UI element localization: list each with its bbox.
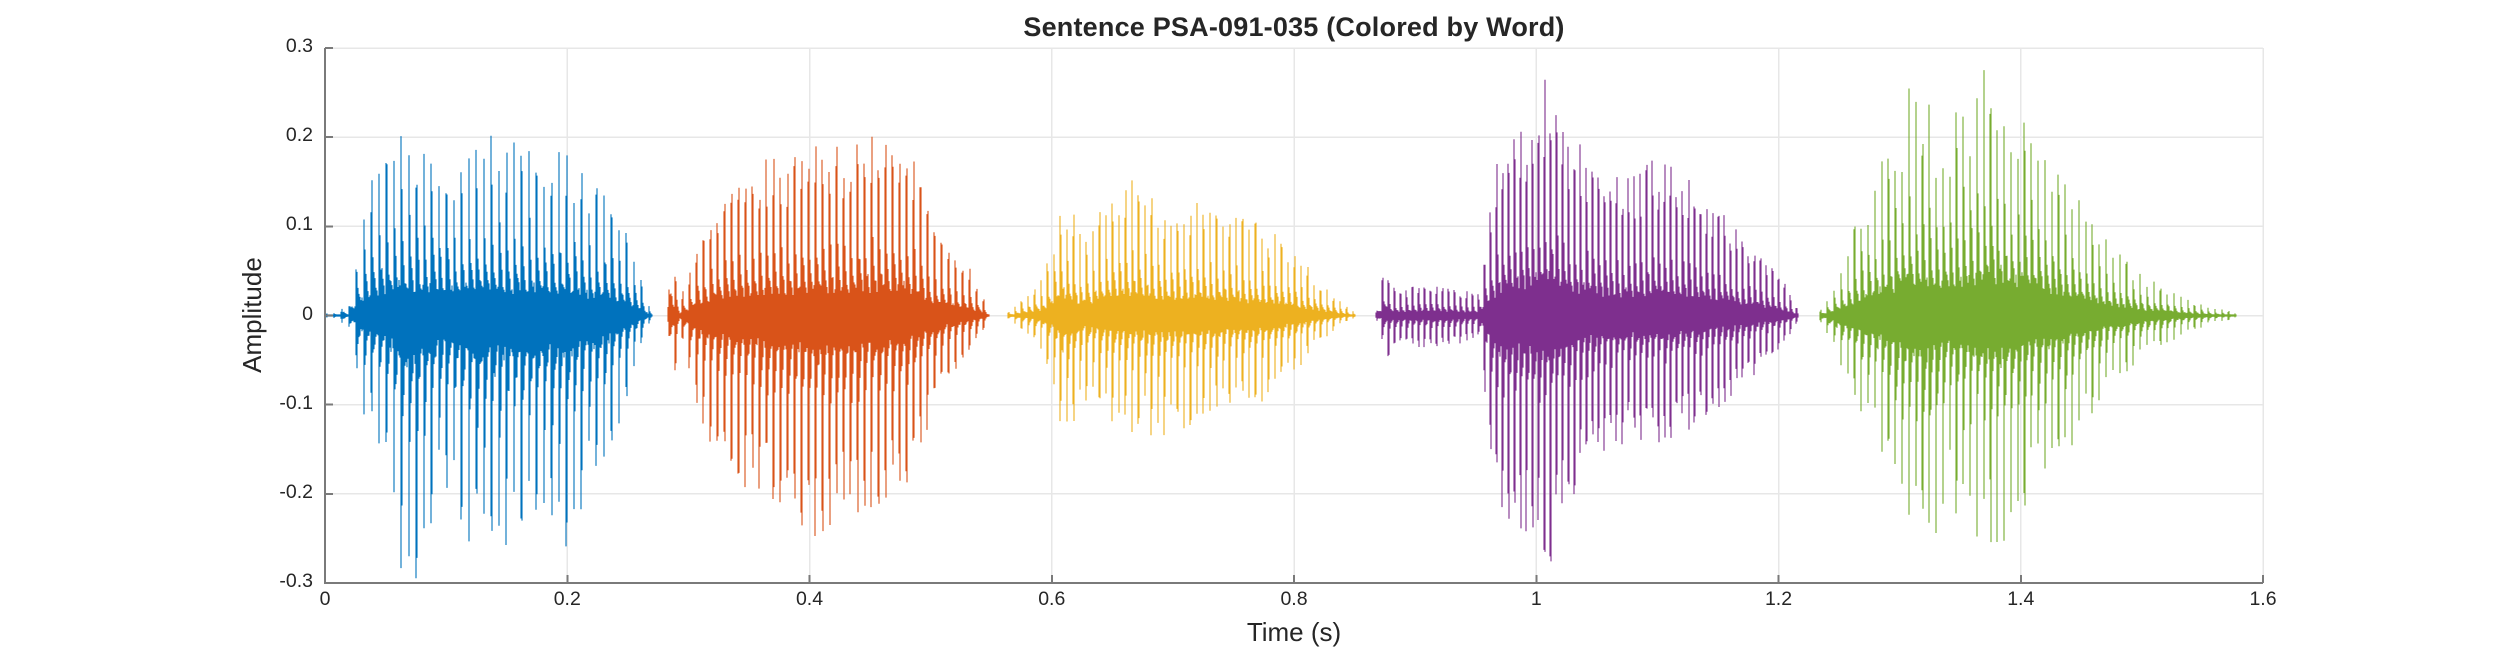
x-tick-label: 0.6: [1038, 588, 1066, 610]
y-tick-label: -0.2: [279, 480, 313, 503]
waveform-word-2: [667, 136, 990, 536]
x-tick-label: 0.2: [553, 588, 581, 610]
waveform-word-3: [1007, 180, 1356, 436]
plot-svg: [324, 47, 2264, 584]
waveform-word-5: [1819, 70, 2237, 543]
chart-title: Sentence PSA-091-035 (Colored by Word): [1023, 12, 1565, 42]
y-tick-label: 0.2: [285, 124, 313, 147]
axis-lines: [324, 47, 2264, 584]
x-tick-label: 0: [319, 588, 331, 610]
waveform-word-1: [325, 135, 653, 579]
x-tick-label: 0.8: [1280, 588, 1308, 610]
x-tick-label: 1.4: [2007, 588, 2035, 610]
waveform-word-4: [1375, 79, 1799, 562]
x-tick-label: 1.2: [1764, 588, 1793, 610]
y-tick-label: 0.3: [285, 35, 313, 57]
x-axis-label: Time (s): [1246, 617, 1342, 647]
x-tick-label: 0.4: [795, 588, 824, 610]
x-tick-label: 1.6: [2249, 588, 2277, 610]
y-tick-label: 0.1: [285, 213, 313, 236]
x-tick-label: 1: [1530, 588, 1542, 610]
y-tick-label: 0: [302, 302, 313, 325]
y-tick-label: -0.3: [279, 570, 313, 592]
y-tick-label: -0.1: [279, 391, 313, 414]
